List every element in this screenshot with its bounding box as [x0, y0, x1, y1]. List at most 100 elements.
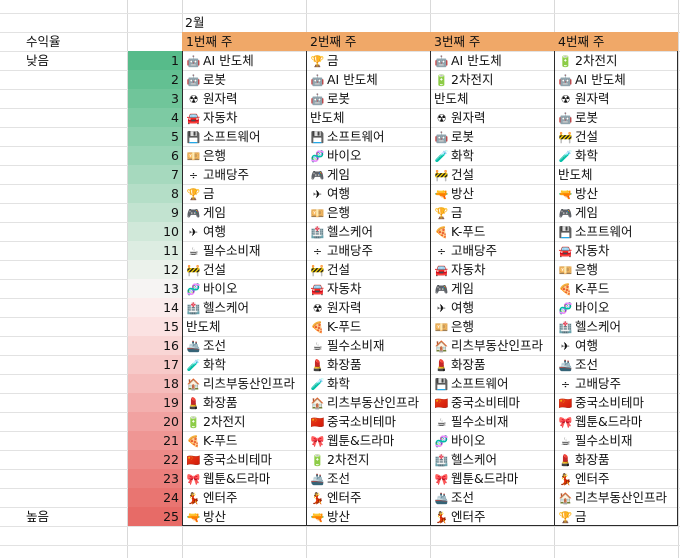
rank-cell[interactable]: 6	[128, 146, 182, 165]
rank-cell[interactable]: 13	[128, 279, 182, 298]
sector-cell[interactable]: 💄 화장품	[554, 450, 678, 469]
sector-cell[interactable]: 🚧 건설	[430, 165, 554, 184]
month-label[interactable]: 2월	[185, 15, 205, 30]
rank-cell[interactable]: 10	[128, 222, 182, 241]
week-header-1[interactable]: 1번째 주	[182, 32, 306, 51]
sector-cell[interactable]: 🎮 게임	[430, 279, 554, 298]
low-label[interactable]: 낮음	[26, 53, 50, 68]
rank-cell[interactable]: 3	[128, 89, 182, 108]
sector-cell[interactable]: 🇨🇳 중국소비테마	[182, 450, 306, 469]
sector-cell[interactable]: ☢ 원자력	[430, 108, 554, 127]
sector-cell[interactable]: 🚘 자동차	[306, 279, 430, 298]
sector-cell[interactable]: 🔋 2차전지	[182, 412, 306, 431]
sector-cell[interactable]: 💾 소프트웨어	[430, 374, 554, 393]
sector-cell[interactable]: 💾 소프트웨어	[554, 222, 678, 241]
rank-cell[interactable]: 17	[128, 355, 182, 374]
sector-cell[interactable]: 🇨🇳 중국소비테마	[554, 393, 678, 412]
rank-cell[interactable]: 23	[128, 469, 182, 488]
sector-cell[interactable]: 🧪 화학	[306, 374, 430, 393]
sector-cell[interactable]: 🎀 웹툰&드라마	[182, 469, 306, 488]
sector-cell[interactable]: 💄 화장품	[182, 393, 306, 412]
rank-cell[interactable]: 8	[128, 184, 182, 203]
sector-cell[interactable]: 🔋 2차전지	[306, 450, 430, 469]
rank-cell[interactable]: 24	[128, 488, 182, 507]
sector-cell[interactable]: 💃 엔터주	[430, 507, 554, 526]
sector-cell[interactable]: ☕ 필수소비재	[182, 241, 306, 260]
sector-cell[interactable]: ☕ 필수소비재	[306, 336, 430, 355]
sector-cell[interactable]: 🚘 자동차	[554, 241, 678, 260]
rank-cell[interactable]: 7	[128, 165, 182, 184]
sector-cell[interactable]: 🚢 조선	[430, 488, 554, 507]
sector-cell[interactable]: 💾 소프트웨어	[182, 127, 306, 146]
sector-cell[interactable]: ☢ 원자력	[554, 89, 678, 108]
sector-cell[interactable]: 🧬 바이오	[430, 431, 554, 450]
sector-cell[interactable]: 🤖 AI 반도체	[306, 70, 430, 89]
sector-cell[interactable]: 🔫 방산	[430, 184, 554, 203]
rank-cell[interactable]: 18	[128, 374, 182, 393]
sector-cell[interactable]: 💃 엔터주	[306, 488, 430, 507]
sector-cell[interactable]: 🏠 리츠부동산인프라	[430, 336, 554, 355]
sector-cell[interactable]: 🚘 자동차	[430, 260, 554, 279]
rank-cell[interactable]: 1	[128, 51, 182, 70]
sector-cell[interactable]: ☢ 원자력	[306, 298, 430, 317]
rank-cell[interactable]: 5	[128, 127, 182, 146]
sector-cell[interactable]: ÷ 고배당주	[554, 374, 678, 393]
sector-cell[interactable]: 💴 은행	[430, 317, 554, 336]
sector-cell[interactable]: 🏥 헬스케어	[306, 222, 430, 241]
week-header-2[interactable]: 2번째 주	[306, 32, 430, 51]
sector-cell[interactable]: 반도체	[306, 108, 430, 127]
sector-cell[interactable]: 💴 은행	[554, 260, 678, 279]
sector-cell[interactable]: 🤖 AI 반도체	[182, 51, 306, 70]
sector-cell[interactable]: ÷ 고배당주	[306, 241, 430, 260]
sector-cell[interactable]: 💾 소프트웨어	[306, 127, 430, 146]
sector-cell[interactable]: 🏠 리츠부동산인프라	[182, 374, 306, 393]
sector-cell[interactable]: 반도체	[430, 89, 554, 108]
sector-cell[interactable]: 🧬 바이오	[306, 146, 430, 165]
sector-cell[interactable]: 🚧 건설	[306, 260, 430, 279]
sector-cell[interactable]: 🏆 금	[306, 51, 430, 70]
sector-cell[interactable]: 🚢 조선	[554, 355, 678, 374]
sector-cell[interactable]: 반도체	[182, 317, 306, 336]
rank-cell[interactable]: 15	[128, 317, 182, 336]
sector-cell[interactable]: 🤖 AI 반도체	[430, 51, 554, 70]
sector-cell[interactable]: 🧪 화학	[554, 146, 678, 165]
rank-cell[interactable]: 21	[128, 431, 182, 450]
sector-cell[interactable]: ✈ 여행	[182, 222, 306, 241]
sector-cell[interactable]: 🎀 웹툰&드라마	[430, 469, 554, 488]
sector-cell[interactable]: 🏆 금	[182, 184, 306, 203]
sector-cell[interactable]: 💄 화장품	[306, 355, 430, 374]
yield-header[interactable]: 수익율	[26, 34, 61, 49]
sector-cell[interactable]: 🏥 헬스케어	[554, 317, 678, 336]
rank-cell[interactable]: 25	[128, 507, 182, 526]
rank-cell[interactable]: 22	[128, 450, 182, 469]
sector-cell[interactable]: 💃 엔터주	[554, 469, 678, 488]
rank-cell[interactable]: 12	[128, 260, 182, 279]
sector-cell[interactable]: 🎀 웹툰&드라마	[554, 412, 678, 431]
rank-cell[interactable]: 11	[128, 241, 182, 260]
rank-cell[interactable]: 19	[128, 393, 182, 412]
week-header-4[interactable]: 4번째 주	[554, 32, 678, 51]
sector-cell[interactable]: ÷ 고배당주	[182, 165, 306, 184]
sector-cell[interactable]: 🍕 K-푸드	[430, 222, 554, 241]
sector-cell[interactable]: 🧬 바이오	[554, 298, 678, 317]
high-label[interactable]: 높음	[26, 509, 50, 524]
sector-cell[interactable]: 💴 은행	[182, 146, 306, 165]
sector-cell[interactable]: 🇨🇳 중국소비테마	[306, 412, 430, 431]
rank-cell[interactable]: 4	[128, 108, 182, 127]
sector-cell[interactable]: ☕ 필수소비재	[554, 431, 678, 450]
sector-cell[interactable]: 🍕 K-푸드	[306, 317, 430, 336]
sector-cell[interactable]: 💃 엔터주	[182, 488, 306, 507]
sector-cell[interactable]: 🤖 로봇	[182, 70, 306, 89]
sector-cell[interactable]: 🚧 건설	[182, 260, 306, 279]
sector-cell[interactable]: 🚘 자동차	[182, 108, 306, 127]
rank-cell[interactable]: 14	[128, 298, 182, 317]
sector-cell[interactable]: 🎀 웹툰&드라마	[306, 431, 430, 450]
sector-cell[interactable]: 🤖 로봇	[306, 89, 430, 108]
rank-cell[interactable]: 9	[128, 203, 182, 222]
sector-cell[interactable]: ☕ 필수소비재	[430, 412, 554, 431]
sector-cell[interactable]: 🎮 게임	[182, 203, 306, 222]
sector-cell[interactable]: 🍕 K-푸드	[182, 431, 306, 450]
sector-cell[interactable]: 🔫 방산	[182, 507, 306, 526]
sector-cell[interactable]: 🔫 방산	[554, 184, 678, 203]
sector-cell[interactable]: 🏆 금	[554, 507, 678, 526]
